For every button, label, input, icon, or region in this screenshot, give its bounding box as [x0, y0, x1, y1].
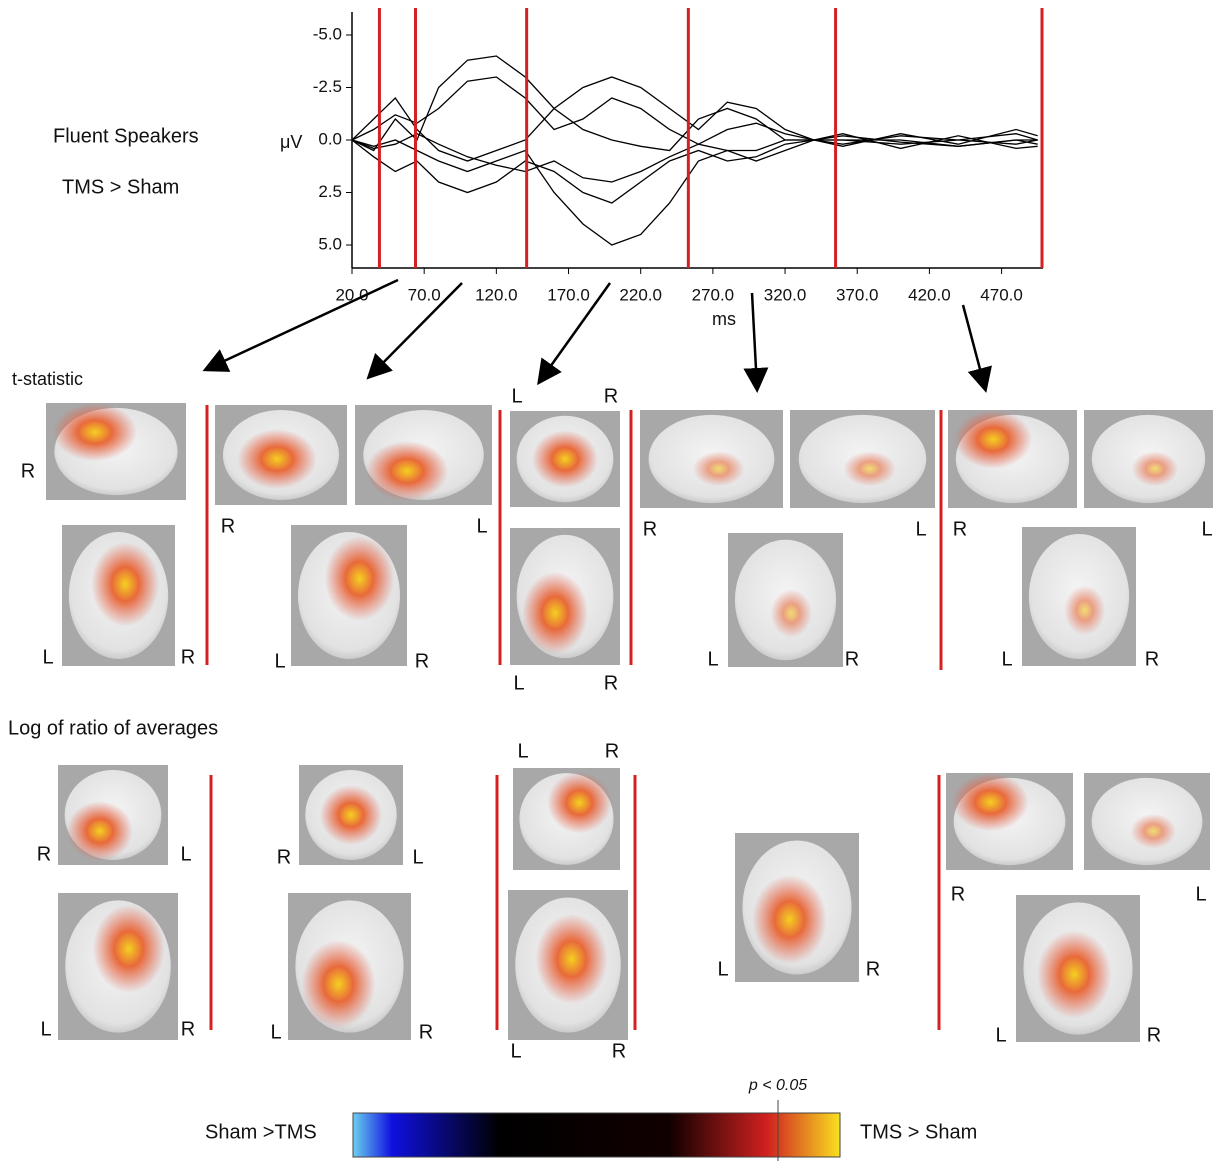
x-tick-label: 270.0: [692, 285, 735, 304]
erp-trace: [352, 77, 1038, 161]
activation: [1131, 814, 1176, 849]
colorbar-right-label: TMS > Sham: [860, 1121, 977, 1143]
activation: [844, 451, 896, 486]
side-label: L: [707, 648, 718, 670]
x-tick-label: 120.0: [475, 285, 518, 304]
section-title: Log of ratio of averages: [8, 717, 218, 739]
x-tick-label: 370.0: [836, 285, 879, 304]
x-tick-label: 220.0: [619, 285, 662, 304]
activation: [325, 536, 395, 621]
side-label: R: [866, 958, 880, 980]
side-label: R: [1147, 1024, 1161, 1046]
side-label: L: [412, 846, 423, 868]
colorbar: Sham >TMS TMS > Sham p < 0.05: [205, 1077, 977, 1161]
activation: [320, 785, 382, 845]
chart-subtitle: TMS > Sham: [62, 176, 179, 198]
side-label: R: [951, 883, 965, 905]
activation: [547, 772, 611, 833]
erp-chart: Fluent Speakers TMS > Sham μV ms -5.0 -2.…: [53, 8, 1043, 329]
section-title: t-statistic: [12, 369, 83, 389]
side-label: R: [37, 843, 51, 865]
side-label: R: [612, 1040, 626, 1062]
side-label: R: [953, 518, 967, 540]
activation: [1132, 451, 1178, 486]
y-axis-label: μV: [280, 132, 302, 152]
side-label: L: [1195, 883, 1206, 905]
side-label: R: [221, 515, 235, 537]
side-label: L: [476, 515, 487, 537]
activation: [771, 589, 812, 637]
activation: [693, 451, 744, 486]
side-label: R: [277, 846, 291, 868]
side-label: R: [21, 460, 35, 482]
activation: [522, 572, 588, 654]
activation: [53, 403, 137, 461]
activation: [532, 430, 598, 488]
activation: [302, 940, 376, 1028]
y-tick-label: -5.0: [313, 24, 342, 43]
side-label: R: [605, 740, 619, 762]
activation: [67, 801, 133, 861]
side-label: L: [42, 646, 53, 668]
colorbar-gradient: [353, 1113, 840, 1157]
side-label: L: [513, 672, 524, 694]
activation: [93, 905, 165, 993]
activation: [954, 410, 1031, 469]
side-label: L: [510, 1040, 521, 1062]
side-label: R: [181, 646, 195, 668]
erp-trace: [352, 77, 1038, 146]
side-label: L: [40, 1018, 51, 1040]
activation: [536, 914, 608, 1004]
x-tick-label: 420.0: [908, 285, 951, 304]
activation: [752, 875, 826, 964]
erp-trace: [352, 56, 1038, 151]
side-label: L: [517, 740, 528, 762]
y-tick-label: 5.0: [318, 234, 342, 253]
side-label: R: [415, 650, 429, 672]
x-tick-label: 170.0: [547, 285, 590, 304]
x-tick-label: 470.0: [980, 285, 1023, 304]
x-tick-label: 70.0: [408, 285, 441, 304]
activation: [1037, 930, 1111, 1018]
x-axis-label: ms: [712, 309, 736, 329]
side-label: R: [845, 648, 859, 670]
activation: [366, 441, 448, 501]
colorbar-left-label: Sham >TMS: [205, 1121, 317, 1143]
activation: [952, 773, 1028, 831]
figure: Fluent Speakers TMS > Sham μV ms -5.0 -2.…: [0, 0, 1216, 1161]
side-label: R: [181, 1018, 195, 1040]
threshold-label: p < 0.05: [748, 1077, 807, 1094]
side-label: L: [915, 518, 926, 540]
side-label: L: [270, 1021, 281, 1043]
side-label: R: [604, 385, 618, 407]
side-label: L: [274, 650, 285, 672]
side-label: R: [643, 518, 657, 540]
side-label: R: [1145, 648, 1159, 670]
side-label: R: [604, 672, 618, 694]
side-label: L: [1201, 518, 1212, 540]
side-label: L: [511, 385, 522, 407]
activation: [91, 542, 159, 627]
side-label: R: [419, 1021, 433, 1043]
activation: [237, 429, 316, 489]
y-tick-label: -2.5: [313, 77, 342, 96]
y-tick-label: 2.5: [318, 182, 342, 201]
erp-trace: [352, 134, 1038, 182]
y-tick-label: 0.0: [318, 129, 342, 148]
side-label: L: [717, 958, 728, 980]
x-tick-label: 320.0: [764, 285, 807, 304]
side-label: L: [1001, 648, 1012, 670]
chart-title: Fluent Speakers: [53, 125, 199, 147]
activation: [1064, 585, 1105, 635]
side-label: L: [995, 1024, 1006, 1046]
side-label: L: [180, 843, 191, 865]
